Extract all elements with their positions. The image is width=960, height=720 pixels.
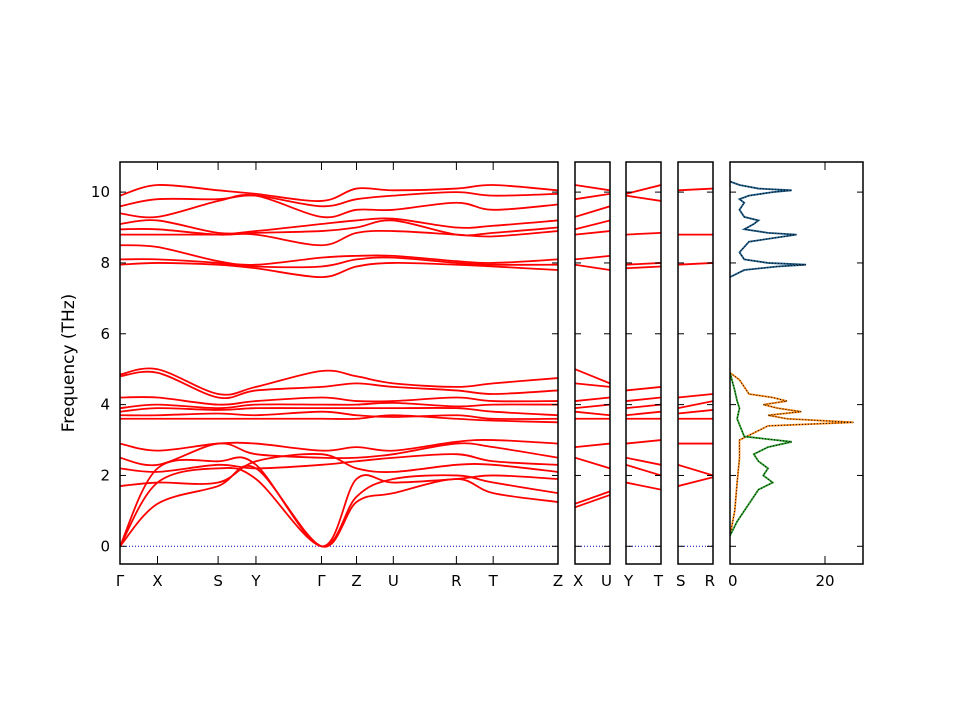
phonon-band <box>120 184 558 202</box>
phonon-band <box>575 219 610 231</box>
phonon-band <box>626 396 661 402</box>
phonon-band <box>626 403 661 410</box>
phonon-band <box>626 231 661 236</box>
phonon-band <box>626 463 661 477</box>
phonon-band <box>575 490 610 505</box>
phonon-band <box>678 187 713 192</box>
band-panel-2 <box>575 184 610 547</box>
phonon-band <box>575 368 610 385</box>
x-tick-label: Y <box>623 572 634 590</box>
x-tick-label: S <box>676 572 686 590</box>
phonon-band <box>626 194 661 202</box>
phonon-band <box>678 476 713 487</box>
x-tick-label: S <box>213 572 223 590</box>
x-tick-label: Γ <box>317 572 326 590</box>
x-tick-label: T <box>653 572 664 590</box>
phonon-band <box>120 453 558 487</box>
dos-curve <box>730 180 807 278</box>
band-panel-4 <box>678 187 713 547</box>
phonon-band <box>120 465 558 548</box>
phonon-band <box>626 265 661 270</box>
phonon-band <box>120 367 558 396</box>
phonon-band <box>575 263 610 271</box>
dos-panel-frame <box>729 161 864 565</box>
phonon-band <box>626 410 661 417</box>
phonon-band <box>120 442 558 467</box>
x-tick-label: T <box>488 572 499 590</box>
panel-frame <box>119 161 559 565</box>
x-tick-label: Z <box>553 572 563 590</box>
phonon-band <box>575 442 610 449</box>
phonon-band <box>575 192 610 201</box>
phonon-band <box>575 184 610 192</box>
y-tick-label: 0 <box>100 537 110 555</box>
panel-frame <box>677 161 714 565</box>
phonon-band <box>120 256 558 269</box>
phonon-band <box>120 229 558 247</box>
x-tick-label: Y <box>250 572 261 590</box>
x-tick-label: U <box>388 572 399 590</box>
phonon-band <box>575 403 610 410</box>
band-panel-3 <box>626 184 661 547</box>
dos-total-curve <box>730 372 792 536</box>
phonon-band <box>120 396 558 406</box>
band-panel-1 <box>120 184 558 548</box>
phonon-band <box>120 410 558 420</box>
panel-frame <box>625 161 662 565</box>
x-tick-label: Γ <box>116 572 125 590</box>
phonon-band <box>575 396 610 402</box>
phonon-band <box>120 219 558 237</box>
phonon-band <box>120 217 558 235</box>
phonon-band <box>120 244 558 266</box>
phonon-band <box>120 401 558 410</box>
y-axis-label: Frequency (THz) <box>59 294 79 433</box>
phonon-band <box>575 230 610 236</box>
phonon-band <box>120 407 558 417</box>
phonon-band <box>626 456 661 466</box>
x-tick-label: R <box>705 572 715 590</box>
x-tick-label: U <box>601 572 612 590</box>
phonon-band <box>575 456 610 470</box>
phonon-band <box>120 456 558 548</box>
y-tick-label: 8 <box>100 254 110 272</box>
frame-layer <box>119 161 864 565</box>
dos-x-tick-label: 20 <box>815 572 834 590</box>
y-tick-label: 2 <box>100 466 110 484</box>
phonon-band <box>120 262 558 279</box>
x-tick-label: X <box>573 572 583 590</box>
phonon-band <box>120 439 558 452</box>
y-tick-label: 6 <box>100 325 110 343</box>
phonon-band <box>575 494 610 509</box>
phonon-band <box>678 463 713 477</box>
phonon-band <box>575 205 610 218</box>
x-tick-label: Z <box>351 572 361 590</box>
phonon-band <box>120 370 558 400</box>
phonon-band <box>575 254 610 261</box>
phonon-band <box>678 400 713 410</box>
phonon-band <box>575 382 610 388</box>
data-layer <box>120 180 854 548</box>
dos-total-curve <box>730 372 854 536</box>
y-tick-label: 10 <box>91 183 110 201</box>
phonon-band <box>575 410 610 417</box>
phonon-band <box>678 409 713 415</box>
phonon-band <box>626 439 661 445</box>
phonon-band <box>120 193 558 219</box>
dos-curve <box>730 372 854 536</box>
phonon-band <box>626 386 661 392</box>
dos-x-tick-label: 0 <box>728 572 738 590</box>
panel-frame <box>574 161 611 565</box>
phonon-band <box>678 393 713 399</box>
y-tick-label: 4 <box>100 396 110 414</box>
phonon-band <box>626 481 661 491</box>
x-tick-label: R <box>451 572 461 590</box>
phonon-band <box>120 414 558 424</box>
phonon-band <box>120 467 558 548</box>
phonon-band <box>120 191 558 208</box>
dos-panel <box>730 180 854 537</box>
x-tick-label: X <box>152 572 162 590</box>
phonon-band <box>120 453 558 473</box>
